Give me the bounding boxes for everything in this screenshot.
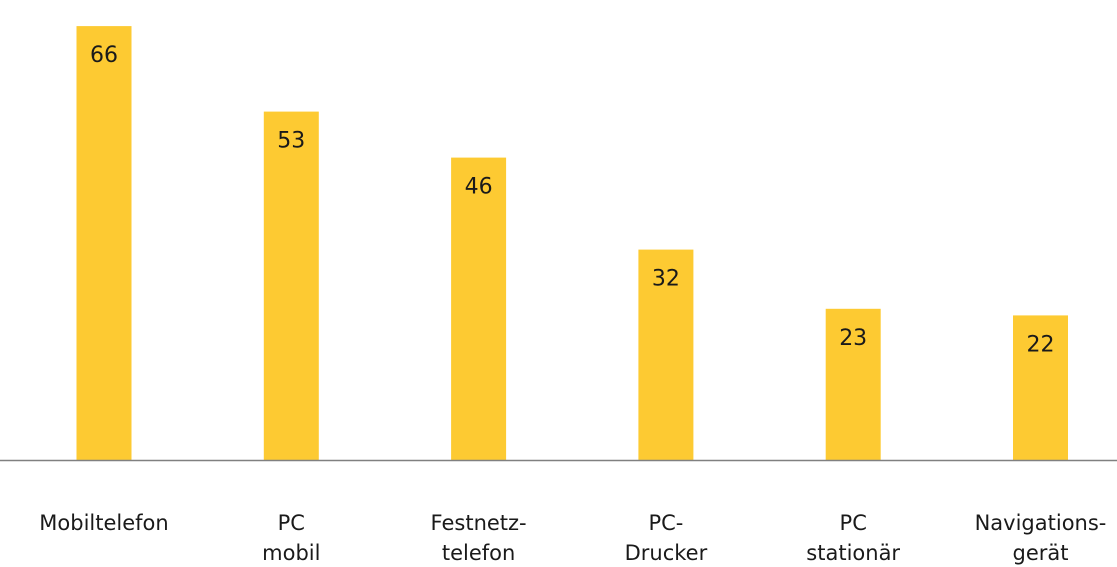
value-label-1: 53 bbox=[277, 129, 305, 154]
category-label-line: Mobiltelefon bbox=[39, 511, 168, 535]
bar-0 bbox=[76, 26, 132, 460]
value-label-5: 22 bbox=[1027, 332, 1055, 357]
category-label-line: mobil bbox=[262, 541, 320, 565]
value-label-3: 32 bbox=[652, 267, 680, 292]
bar-2 bbox=[451, 157, 507, 460]
value-labels-layer: 66 53 46 32 23 22 bbox=[90, 43, 1055, 357]
category-label-line: Festnetz- bbox=[431, 511, 527, 535]
category-label-line: PC- bbox=[648, 511, 683, 535]
category-label-2: Festnetz-telefon bbox=[431, 511, 527, 565]
category-label-4: PC stationär bbox=[806, 511, 900, 565]
category-label-0: Mobiltelefon bbox=[39, 511, 168, 535]
category-label-1: PC mobil bbox=[262, 511, 320, 565]
category-labels-layer: Mobiltelefon PC mobil Festnetz-telefon PC- Dr… bbox=[39, 511, 1106, 565]
category-label-line: Drucker bbox=[625, 541, 708, 565]
bar-3 bbox=[638, 249, 694, 460]
category-label-line: gerät bbox=[1013, 541, 1069, 565]
bar-5 bbox=[1013, 315, 1068, 460]
category-label-line: stationär bbox=[806, 541, 900, 565]
value-label-2: 46 bbox=[465, 175, 493, 200]
value-label-4: 23 bbox=[839, 326, 867, 351]
category-label-3: PC- Drucker bbox=[625, 511, 708, 565]
category-label-line: PC bbox=[840, 511, 867, 535]
category-label-5: Navigations-gerät bbox=[975, 511, 1107, 565]
bar-1 bbox=[263, 111, 319, 460]
value-label-0: 66 bbox=[90, 43, 118, 68]
category-label-line: Navigations- bbox=[975, 511, 1107, 535]
bars-layer bbox=[76, 26, 1068, 460]
category-label-line: telefon bbox=[442, 541, 515, 565]
bar-4 bbox=[825, 308, 881, 460]
category-label-line: PC bbox=[278, 511, 305, 535]
